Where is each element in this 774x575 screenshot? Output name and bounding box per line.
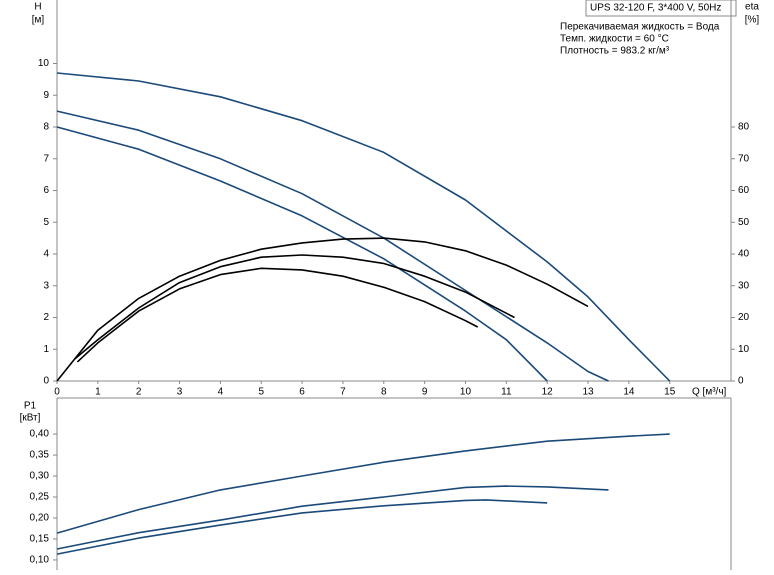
y-tick-label: 8: [43, 122, 49, 133]
curve: [56, 499, 548, 555]
y-tick-label: 3: [43, 280, 49, 291]
y-tick-label: 2: [43, 312, 49, 323]
curve: [76, 267, 479, 363]
y-tick-label: 0,15: [30, 534, 50, 545]
y-tick-label: 0,30: [30, 471, 50, 482]
annotation: Темп. жидкости = 60 °C: [560, 34, 669, 45]
x-tick-label: 14: [623, 387, 635, 398]
y-tick-label: 1: [43, 344, 49, 355]
x-label: Q [м³/ч]: [692, 387, 727, 398]
x-tick-label: 8: [381, 387, 387, 398]
y-tick-label: 5: [43, 217, 49, 228]
x-tick-label: 0: [54, 387, 60, 398]
y-unit: [м]: [32, 15, 45, 26]
curve: [74, 254, 515, 360]
x-tick-label: 6: [299, 387, 305, 398]
x-tick-label: 4: [218, 387, 224, 398]
y2-tick-label: 10: [738, 344, 750, 355]
y-tick-label: 0,20: [30, 513, 50, 524]
y2-tick-label: 40: [738, 249, 750, 260]
annotation: Перекачиваемая жидкость = Вода: [560, 22, 720, 33]
y-unit: [кВт]: [20, 413, 41, 424]
x-tick-label: 7: [340, 387, 346, 398]
title-box: [585, 0, 737, 17]
chart-title: UPS 32-120 F, 3*400 V, 50Hz: [590, 3, 721, 14]
y-tick-label: 6: [43, 185, 49, 196]
y2-tick-label: 20: [738, 312, 750, 323]
y2-tick-label: 50: [738, 217, 750, 228]
x-tick-label: 15: [664, 387, 676, 398]
curve: [56, 72, 671, 382]
y-tick-label: 0,25: [30, 492, 50, 503]
y-tick-label: 0,40: [30, 429, 50, 440]
x-tick-label: 9: [422, 387, 428, 398]
x-tick-label: 10: [460, 387, 472, 398]
curve: [56, 485, 609, 550]
annotation: Плотность = 983.2 кг/м³: [560, 46, 670, 57]
y-tick-label: 7: [43, 153, 49, 164]
x-tick-label: 1: [95, 387, 101, 398]
curve: [56, 433, 670, 534]
y2-unit: [%]: [745, 15, 760, 26]
y-tick-label: 0: [43, 376, 49, 387]
y2-tick-label: 70: [738, 153, 750, 164]
y-tick-label: 9: [43, 90, 49, 101]
y-label: P1: [24, 401, 37, 412]
y-tick-label: 10: [38, 58, 50, 69]
x-tick-label: 11: [501, 387, 512, 398]
y-tick-label: 4: [43, 249, 49, 260]
x-tick-label: 13: [582, 387, 594, 398]
y-label: H: [34, 2, 41, 13]
y-tick-label: 0,10: [30, 555, 50, 566]
y2-tick-label: 60: [738, 185, 750, 196]
x-tick-label: 2: [136, 387, 142, 398]
x-tick-label: 5: [258, 387, 264, 398]
x-tick-label: 3: [177, 387, 183, 398]
y2-tick-label: 80: [738, 122, 750, 133]
x-tick-label: 12: [542, 387, 554, 398]
curve: [56, 237, 589, 382]
curve: [56, 126, 548, 382]
y2-label: eta: [745, 2, 759, 13]
y2-tick-label: 0: [738, 376, 744, 387]
y-tick-label: 0,35: [30, 450, 50, 461]
y2-tick-label: 30: [738, 280, 750, 291]
